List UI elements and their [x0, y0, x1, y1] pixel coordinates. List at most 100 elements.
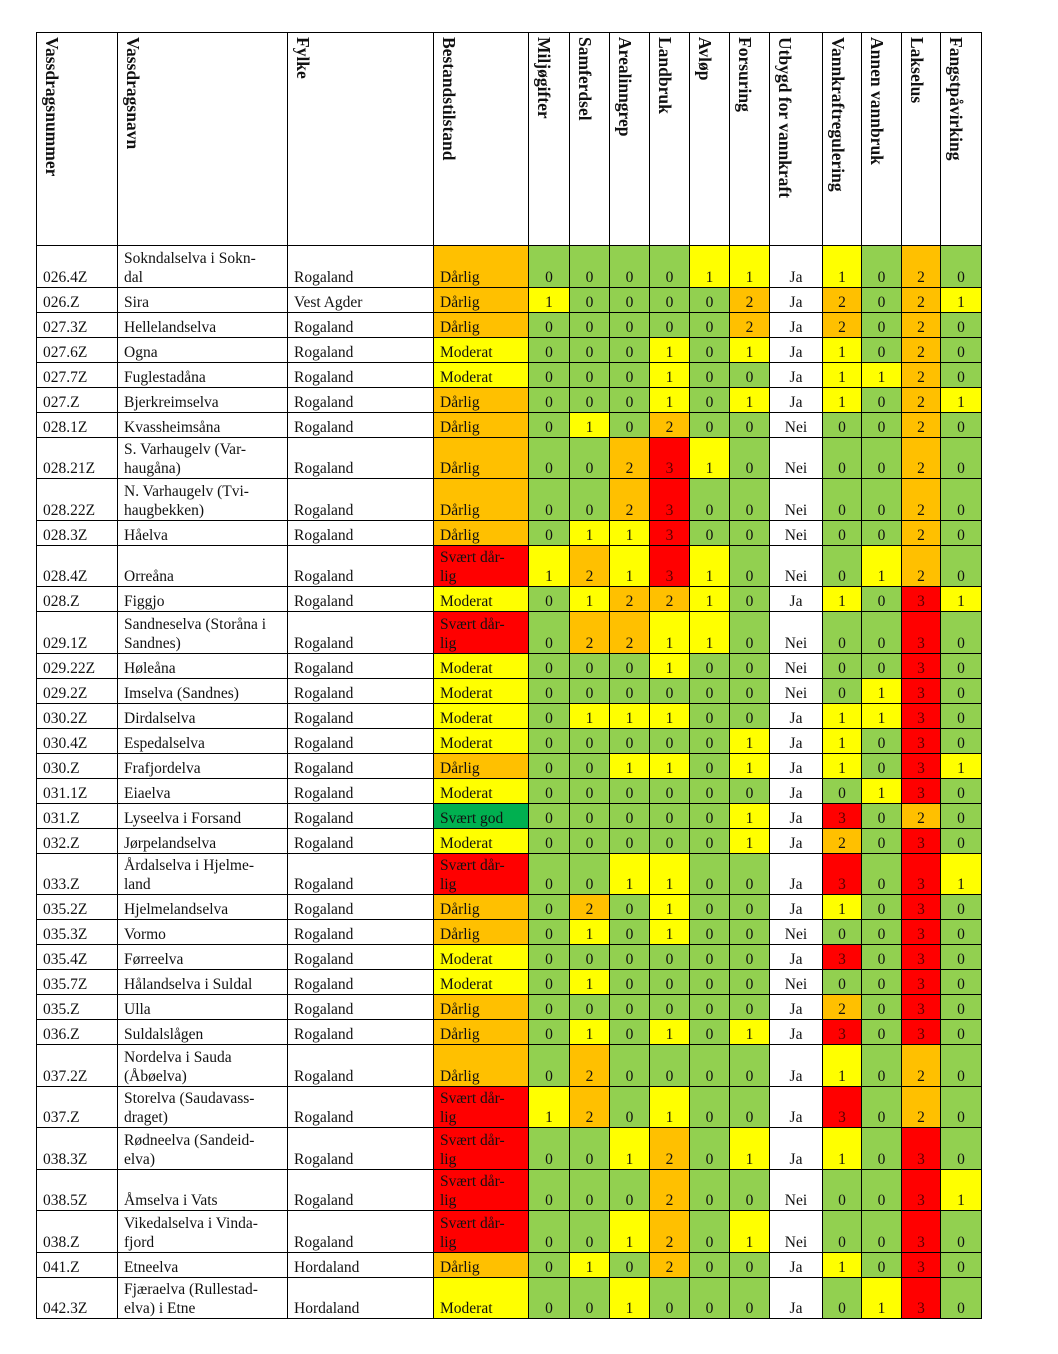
cell-lakselus: 2: [901, 245, 941, 288]
cell-annen-vannbruk: 0: [861, 1168, 902, 1211]
cell-fylke: Rogaland: [287, 1127, 434, 1170]
cell-miljogifter: 0: [528, 311, 570, 338]
cell-avlop: 0: [689, 969, 730, 995]
cell-forsuring: 0: [729, 411, 770, 438]
cell-lakselus: 3: [901, 1210, 941, 1253]
cell-miljogifter: 0: [528, 1168, 570, 1211]
cell-annen-vannbruk: 0: [861, 1019, 902, 1045]
cell-fangstpavirking: 0: [940, 827, 982, 854]
column-header-vannkraftregulering: Vannkraftregulering: [822, 32, 862, 246]
cell-utbygd: Nei: [769, 544, 823, 587]
cell-arealinngrep: 0: [609, 802, 650, 829]
cell-arealinngrep: 0: [609, 894, 650, 920]
cell-vassdragsnummer: 027.3Z: [36, 311, 118, 338]
cell-vannkraftregulering: 0: [822, 519, 862, 546]
table-row: 037.2Z Nordelva i Sauda (Åbøelva) Rogaland…: [36, 1044, 982, 1087]
cell-vannkraftregulering: 3: [822, 802, 862, 829]
cell-forsuring: 0: [729, 361, 770, 388]
table-row: 038.5Z Åmselva i Vats Rogaland Svært dår- l…: [36, 1168, 982, 1211]
cell-fangstpavirking: 0: [940, 1127, 982, 1170]
cell-avlop: 0: [689, 702, 730, 729]
cell-fylke: Rogaland: [287, 586, 434, 612]
cell-arealinngrep: 0: [609, 994, 650, 1020]
cell-annen-vannbruk: 0: [861, 852, 902, 895]
cell-vassdragsnummer: 028.21Z: [36, 436, 118, 479]
column-header-label: Annen vannbruk: [867, 37, 887, 165]
cell-arealinngrep: 0: [609, 1251, 650, 1278]
cell-fangstpavirking: 0: [940, 336, 982, 363]
cell-samferdsel: 0: [569, 727, 610, 754]
cell-vannkraftregulering: 2: [822, 311, 862, 338]
cell-samferdsel: 1: [569, 1019, 610, 1045]
cell-miljogifter: 0: [528, 1019, 570, 1045]
cell-vassdragsnavn: Jørpelandselva: [117, 827, 288, 854]
cell-lakselus: 3: [901, 1251, 941, 1278]
cell-arealinngrep: 0: [609, 386, 650, 413]
cell-avlop: 0: [689, 336, 730, 363]
cell-vassdragsnummer: 038.Z: [36, 1210, 118, 1253]
cell-vassdragsnummer: 029.2Z: [36, 677, 118, 704]
cell-forsuring: 0: [729, 777, 770, 804]
cell-forsuring: 1: [729, 1127, 770, 1170]
cell-landbruk: 2: [649, 1210, 690, 1253]
cell-vannkraftregulering: 0: [822, 1210, 862, 1253]
cell-utbygd: Nei: [769, 611, 823, 654]
table-row: 028.Z Figgjo Rogaland Moderat 0 1 2 2 1 0 Ja 1 0 3 1: [36, 586, 982, 612]
cell-forsuring: 0: [729, 1085, 770, 1128]
table-row: 035.3Z Vormo Rogaland Dårlig 0 1 0 1 0 0 Nei 0 0 3 0: [36, 919, 982, 945]
cell-avlop: 0: [689, 894, 730, 920]
cell-vannkraftregulering: 2: [822, 827, 862, 854]
cell-landbruk: 2: [649, 1168, 690, 1211]
cell-landbruk: 1: [649, 611, 690, 654]
cell-utbygd: Nei: [769, 969, 823, 995]
cell-bestandstilstand: Moderat: [433, 702, 529, 729]
cell-vannkraftregulering: 3: [822, 944, 862, 970]
cell-samferdsel: 0: [569, 436, 610, 479]
cell-vassdragsnavn: Hellelandselva: [117, 311, 288, 338]
cell-avlop: 0: [689, 852, 730, 895]
cell-annen-vannbruk: 0: [861, 994, 902, 1020]
cell-vassdragsnummer: 030.2Z: [36, 702, 118, 729]
cell-utbygd: Ja: [769, 311, 823, 338]
cell-annen-vannbruk: 0: [861, 1044, 902, 1087]
cell-forsuring: 0: [729, 652, 770, 679]
cell-fylke: Rogaland: [287, 1168, 434, 1211]
cell-utbygd: Ja: [769, 245, 823, 288]
table-row: 027.3Z Hellelandselva Rogaland Dårlig 0 0 0 0 0 2…: [36, 311, 982, 338]
cell-vassdragsnummer: 028.3Z: [36, 519, 118, 546]
cell-fylke: Vest Agder: [287, 286, 434, 313]
cell-lakselus: 3: [901, 944, 941, 970]
column-header-arealinngrep: Arealinngrep: [609, 32, 650, 246]
table-row: 038.Z Vikedalselva i Vinda- fjord Rogaland…: [36, 1210, 982, 1253]
cell-bestandstilstand: Svært dår- lig: [433, 1085, 529, 1128]
cell-avlop: 0: [689, 827, 730, 854]
cell-utbygd: Ja: [769, 727, 823, 754]
cell-vassdragsnavn: Eiaelva: [117, 777, 288, 804]
cell-vassdragsnavn: Sira: [117, 286, 288, 313]
cell-vannkraftregulering: 1: [822, 336, 862, 363]
table-row: 033.Z Årdalselva i Hjelme- land Rogaland Sv…: [36, 852, 982, 895]
column-header-vassdragsnavn: Vassdragsnavn: [117, 32, 288, 246]
cell-vassdragsnummer: 035.3Z: [36, 919, 118, 945]
table-row: 027.6Z Ogna Rogaland Moderat 0 0 0 1 0 1 Ja 1 0 2 0: [36, 336, 982, 363]
table-row: 028.21Z S. Varhaugelv (Var- haugåna) Rogal…: [36, 436, 982, 479]
cell-samferdsel: 2: [569, 894, 610, 920]
cell-samferdsel: 1: [569, 969, 610, 995]
cell-utbygd: Ja: [769, 1251, 823, 1278]
cell-vassdragsnummer: 029.22Z: [36, 652, 118, 679]
cell-vannkraftregulering: 2: [822, 994, 862, 1020]
cell-vassdragsnummer: 029.1Z: [36, 611, 118, 654]
cell-vannkraftregulering: 0: [822, 1276, 862, 1319]
cell-utbygd: Ja: [769, 336, 823, 363]
cell-samferdsel: 2: [569, 1044, 610, 1087]
cell-bestandstilstand: Moderat: [433, 361, 529, 388]
cell-fangstpavirking: 0: [940, 436, 982, 479]
cell-utbygd: Ja: [769, 994, 823, 1020]
cell-fylke: Rogaland: [287, 969, 434, 995]
table-row: 029.22Z Høleåna Rogaland Moderat 0 0 0 1 0 0 Nei 0 0…: [36, 652, 982, 679]
cell-samferdsel: 0: [569, 777, 610, 804]
cell-landbruk: 1: [649, 752, 690, 779]
cell-vannkraftregulering: 0: [822, 969, 862, 995]
table-row: 031.Z Lyseelva i Forsand Rogaland Svært god…: [36, 802, 982, 829]
cell-samferdsel: 1: [569, 519, 610, 546]
